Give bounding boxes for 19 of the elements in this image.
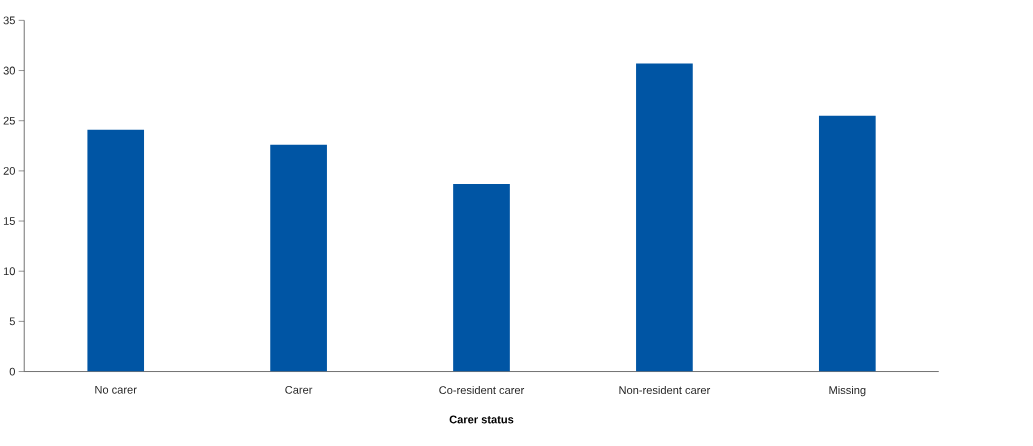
bar <box>270 144 327 372</box>
bar <box>453 184 510 372</box>
y-tick-label: 10 <box>3 267 15 276</box>
bar <box>87 129 145 372</box>
y-tick-label: 30 <box>3 66 15 75</box>
x-tick-label: Missing <box>829 386 866 397</box>
y-tick-label: 0 <box>9 367 15 376</box>
y-tick-label: 35 <box>3 16 15 25</box>
x-tick-label: Carer <box>285 386 313 394</box>
y-tick-label: 20 <box>3 167 15 175</box>
x-tick-label: No carer <box>95 386 137 394</box>
x-tick-label: Non-resident carer <box>619 386 711 395</box>
y-tick-label: 15 <box>3 217 15 226</box>
bar <box>636 63 693 372</box>
bar <box>818 115 876 372</box>
y-tick-label: 5 <box>9 317 15 326</box>
x-axis-title: Carer status <box>449 415 514 424</box>
y-tick-label: 25 <box>3 116 15 125</box>
x-tick-label: Co-resident carer <box>439 386 525 395</box>
